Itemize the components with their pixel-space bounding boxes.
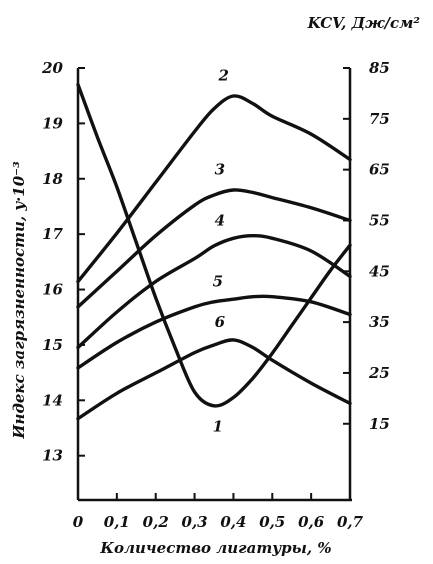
x-tick-label: 0,3 — [182, 513, 208, 531]
y-tick-label: 16 — [42, 281, 63, 299]
left-axis-ticks: 13 14 15 16 17 18 19 20 — [41, 59, 85, 465]
x-tick-label: 0,7 — [337, 513, 364, 531]
x-tick-label: 0,1 — [104, 513, 130, 531]
y-tick-label: 14 — [42, 391, 63, 409]
curve-labels: 1 2 3 4 5 6 — [213, 67, 229, 436]
y-tick-label: 20 — [41, 59, 63, 77]
y2-tick-label: 65 — [369, 161, 390, 179]
x-tick-label: 0,5 — [259, 513, 285, 531]
y2-tick-label: 75 — [369, 110, 390, 128]
x-tick-label: 0,2 — [143, 513, 169, 531]
x-axis-ticks: 0 0,1 0,2 0,3 0,4 0,5 0,6 0,7 — [73, 493, 364, 531]
y-tick-label: 19 — [42, 114, 63, 132]
y-axis-label: Индекс загрязненности, y·10⁻³ — [10, 161, 28, 440]
series-line-2 — [76, 94, 352, 284]
x-tick-label: 0 — [73, 513, 84, 531]
y2-tick-label: 35 — [369, 313, 390, 331]
x-axis-label: Количество лигатуры, % — [99, 539, 331, 557]
series-line-5 — [76, 294, 352, 370]
plot-frame — [76, 68, 352, 502]
curve-label-3: 3 — [215, 161, 225, 179]
series-line-3 — [76, 188, 352, 309]
y-tick-label: 17 — [42, 225, 63, 243]
curve-label-1: 1 — [213, 417, 223, 435]
curve-label-4: 4 — [215, 212, 225, 230]
series-lines — [76, 82, 352, 421]
right-axis-ticks: 15 25 35 45 55 65 75 85 — [343, 59, 390, 433]
y2-tick-label: 25 — [368, 364, 390, 382]
y-tick-label: 13 — [42, 447, 63, 465]
series-line-6 — [76, 338, 352, 421]
curve-label-6: 6 — [215, 313, 226, 331]
y2-tick-label: 15 — [369, 415, 390, 433]
y-tick-label: 15 — [42, 336, 63, 354]
series-line-1 — [76, 82, 352, 408]
y2-tick-label: 85 — [369, 59, 390, 77]
x-tick-label: 0,6 — [298, 513, 325, 531]
series-line-4 — [76, 234, 352, 350]
y-tick-label: 18 — [42, 170, 63, 188]
y2-tick-label: 55 — [369, 211, 390, 229]
x-tick-label: 0,4 — [220, 513, 246, 531]
curve-label-2: 2 — [217, 67, 228, 85]
curve-label-5: 5 — [213, 273, 223, 291]
y2-axis-label: KCV, Дж/см² — [307, 14, 421, 32]
y2-tick-label: 45 — [369, 262, 390, 280]
